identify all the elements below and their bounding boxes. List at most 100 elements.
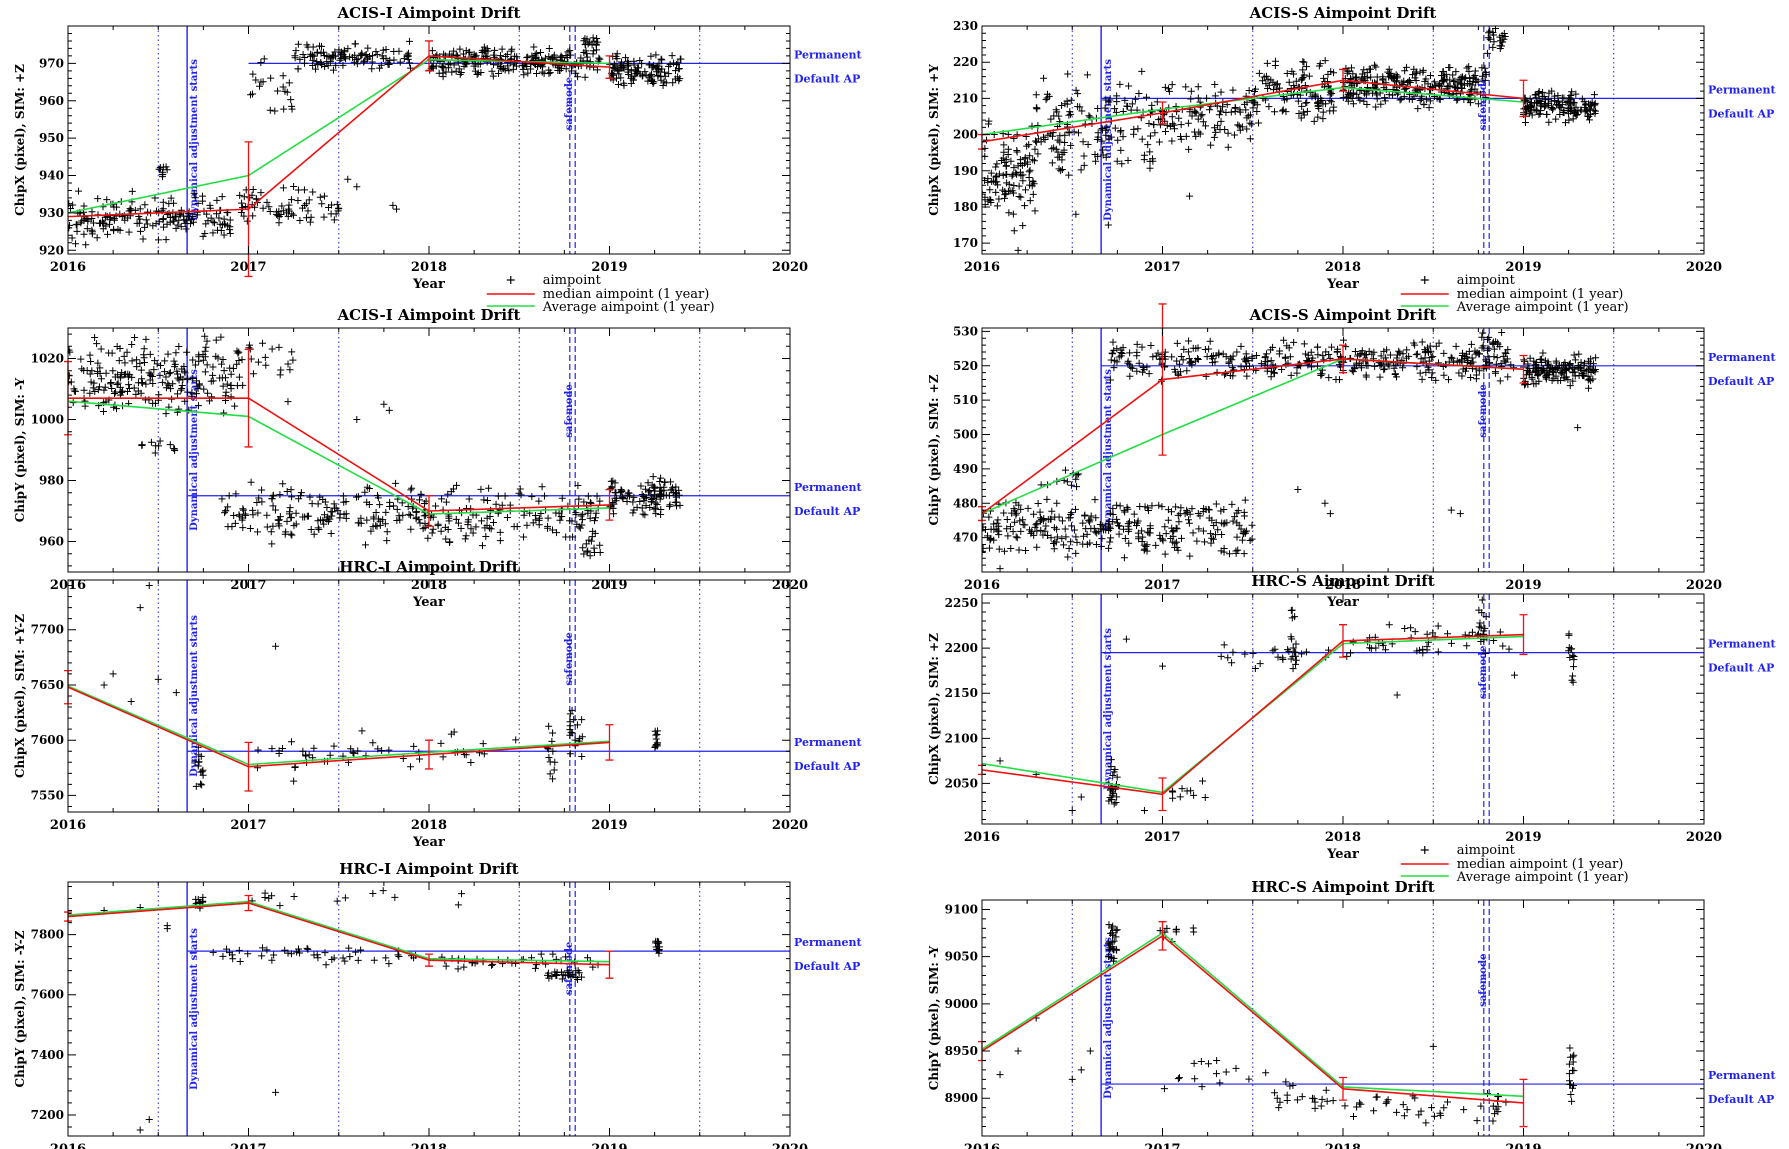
aimpoint-marker (1007, 545, 1015, 553)
aimpoint-marker (1391, 370, 1399, 378)
median-aimpoint-line (981, 79, 1524, 143)
aimpoint-marker (1192, 132, 1200, 140)
aimpoint-marker (1592, 354, 1600, 362)
aimpoint-marker (1083, 530, 1091, 538)
aimpoint-marker (1437, 1111, 1445, 1119)
median-error-bar (1339, 624, 1347, 658)
aimpoint-marker (657, 474, 665, 482)
aimpoint-marker (566, 710, 574, 718)
aimpoint-marker (244, 950, 252, 958)
aimpoint-marker (1019, 516, 1027, 524)
aimpoint-marker (1210, 535, 1218, 543)
x-tick-label: 2020 (1686, 578, 1722, 593)
aimpoint-marker (358, 51, 366, 59)
aimpoint-marker (438, 63, 446, 71)
legend-aimpoint-marker (1420, 276, 1429, 284)
aimpoint-marker (1094, 129, 1102, 137)
aimpoint-marker (256, 82, 264, 90)
aimpoint-marker (1053, 533, 1061, 541)
aimpoint-marker (83, 366, 91, 374)
aimpoint-marker (1241, 650, 1249, 658)
aimpoint-marker (275, 522, 283, 530)
aimpoint-marker (1194, 83, 1202, 91)
aimpoint-marker (1481, 650, 1489, 658)
aimpoint-marker (1098, 137, 1106, 145)
aimpoint-marker (381, 520, 389, 528)
aimpoint-marker (128, 187, 136, 195)
aimpoint-marker (68, 200, 73, 208)
aimpoint-marker (1426, 97, 1434, 105)
aimpoint-marker (1543, 110, 1551, 118)
aimpoint-marker (1037, 526, 1045, 534)
aimpoint-marker (1425, 104, 1433, 112)
aimpoint-marker (1117, 349, 1125, 357)
aimpoint-marker (1494, 1103, 1502, 1111)
aimpoint-marker (287, 950, 295, 958)
aimpoint-marker (545, 753, 553, 761)
aimpoint-marker (369, 52, 377, 60)
aimpoint-marker (984, 178, 992, 186)
aimpoint-marker (1224, 143, 1232, 151)
aimpoint-marker (1545, 371, 1553, 379)
aimpoint-marker (102, 369, 110, 377)
aimpoint-marker (549, 775, 557, 783)
aimpoint-marker (1158, 503, 1166, 511)
y-tick-label: 7650 (31, 678, 64, 692)
aimpoint-marker (1564, 98, 1572, 106)
aimpoint-marker (668, 484, 676, 492)
aimpoint-marker (172, 349, 180, 357)
aimpoint-marker (1315, 62, 1323, 70)
aimpoint-marker (140, 345, 148, 353)
y-tick-label: 2150 (945, 686, 978, 700)
aimpoint-marker (1220, 506, 1228, 514)
aimpoint-marker (1217, 652, 1225, 660)
aimpoint-marker (1433, 94, 1441, 102)
aimpoint-marker (1111, 124, 1119, 132)
aimpoint-marker (480, 496, 488, 504)
aimpoint-marker (340, 498, 348, 506)
aimpoint-marker (1330, 103, 1338, 111)
aimpoint-marker (1283, 70, 1291, 78)
aimpoint-marker (1492, 338, 1500, 346)
aimpoint-marker (1270, 368, 1278, 376)
aimpoint-marker (1328, 98, 1336, 106)
y-tick-label: 7600 (31, 733, 64, 747)
aimpoint-marker (1062, 533, 1070, 541)
aimpoint-marker (1124, 102, 1132, 110)
aimpoint-marker (86, 370, 94, 378)
aimpoint-marker (1145, 370, 1153, 378)
aimpoint-marker (275, 343, 283, 351)
aimpoint-marker (1023, 142, 1031, 150)
aimpoint-marker (439, 62, 447, 70)
aimpoint-marker (1124, 520, 1132, 528)
aimpoint-marker (1362, 361, 1370, 369)
aimpoint-marker (1535, 110, 1543, 118)
aimpoint-marker (1185, 519, 1193, 527)
aimpoint-marker (1058, 102, 1066, 110)
aimpoint-marker (498, 65, 506, 73)
aimpoint-marker (1473, 1117, 1481, 1125)
x-tick-label: 2016 (964, 1142, 1000, 1149)
aimpoint-marker (654, 727, 662, 735)
aimpoint-marker (263, 946, 271, 954)
aimpoint-marker (1185, 348, 1193, 356)
aimpoint-marker (1478, 64, 1486, 72)
aimpoint-marker (1370, 1107, 1378, 1115)
aimpoint-marker (1037, 138, 1045, 146)
aimpoint-marker (1567, 1090, 1575, 1098)
aimpoint-marker (377, 61, 385, 69)
aimpoint-marker (645, 61, 653, 69)
aimpoint-marker (1432, 376, 1440, 384)
aimpoint-marker (647, 498, 655, 506)
aimpoint-marker (290, 183, 298, 191)
aimpoint-marker (624, 489, 632, 497)
aimpoint-marker (292, 509, 300, 517)
aimpoint-marker (1242, 106, 1250, 114)
aimpoint-marker (306, 493, 314, 501)
chart-title: ACIS-I Aimpoint Drift (337, 306, 521, 324)
aimpoint-marker (225, 492, 233, 500)
aimpoint-marker (105, 349, 113, 357)
aimpoint-marker (1372, 644, 1380, 652)
aimpoint-marker (620, 81, 628, 89)
aimpoint-marker (1345, 67, 1353, 75)
